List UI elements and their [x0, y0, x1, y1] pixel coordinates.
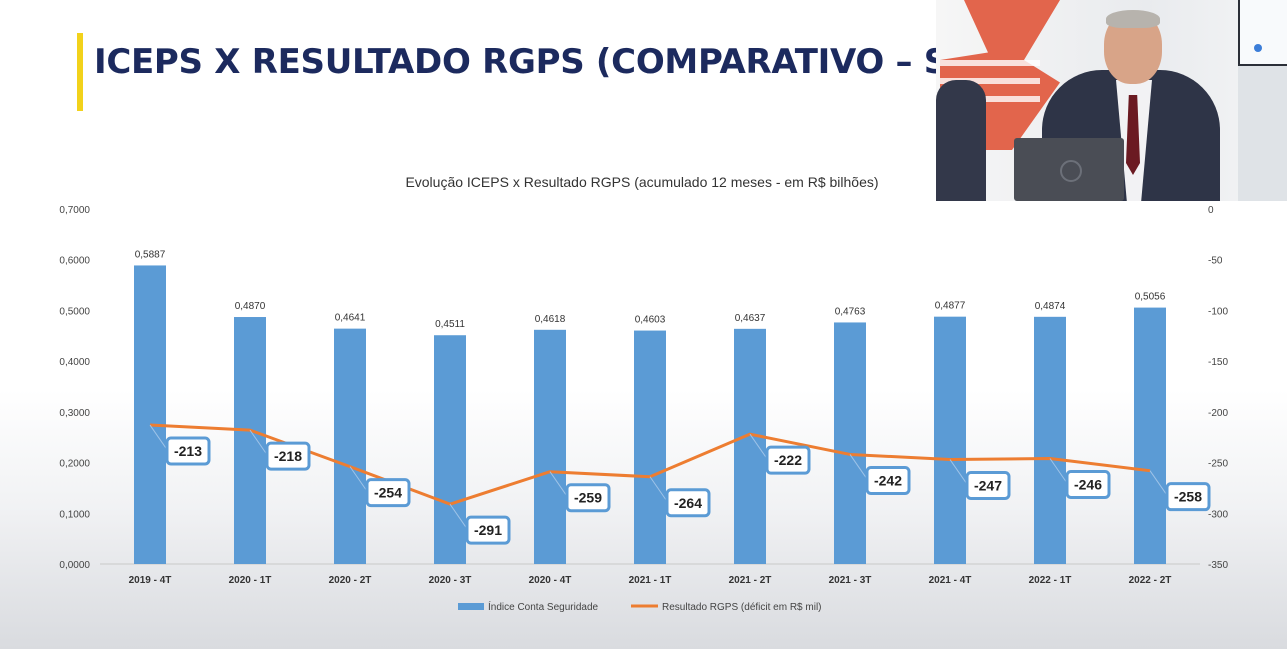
- callout-leader: [1149, 470, 1169, 497]
- bar-data-label: 0,4874: [1035, 301, 1066, 312]
- legend-swatch-bar: [458, 603, 484, 610]
- callout-leader: [149, 424, 169, 452]
- x-tick-label: 2020 - 3T: [429, 575, 472, 586]
- bar: [234, 317, 266, 564]
- y-right-tick-label: 0: [1208, 205, 1214, 216]
- bar-data-label: 0,4870: [235, 301, 266, 312]
- line-data-label: -291: [474, 522, 502, 538]
- y-right-tick-label: -250: [1208, 459, 1228, 470]
- y-left-tick-label: 0,2000: [59, 459, 90, 470]
- y-right-tick-label: -100: [1208, 306, 1228, 317]
- callout-leader: [949, 459, 969, 486]
- bar: [634, 330, 666, 564]
- legend-label-bar: Índice Conta Seguridade: [488, 600, 599, 613]
- callout-leader: [1049, 458, 1069, 485]
- line-data-label-box: [865, 465, 911, 495]
- y-left-tick-label: 0,6000: [59, 256, 90, 267]
- callout-leader: [749, 433, 769, 461]
- line-data-label: -247: [974, 478, 1002, 494]
- line-data-label-box: [165, 436, 211, 466]
- bar-data-label: 0,4603: [635, 315, 666, 326]
- bar-data-label: 0,5887: [135, 249, 166, 260]
- line-data-label: -258: [1174, 489, 1202, 505]
- x-tick-label: 2020 - 4T: [529, 575, 572, 586]
- y-left-tick-label: 0,3000: [59, 408, 90, 419]
- y-right-tick-label: -150: [1208, 357, 1228, 368]
- bar: [1034, 316, 1066, 564]
- callout-leader: [349, 466, 369, 493]
- x-tick-label: 2021 - 4T: [929, 575, 972, 586]
- bar: [134, 265, 166, 564]
- y-right-tick-label: -200: [1208, 408, 1228, 419]
- line-data-label-box: [965, 471, 1011, 501]
- x-tick-label: 2021 - 3T: [829, 575, 872, 586]
- y-right-tick-label: -50: [1208, 256, 1223, 267]
- bar: [834, 322, 866, 564]
- chart-title: Evolução ICEPS x Resultado RGPS (acumula…: [405, 174, 878, 190]
- y-left-tick-label: 0,7000: [59, 205, 90, 216]
- x-tick-label: 2020 - 1T: [229, 575, 272, 586]
- bar-data-label: 0,5056: [1135, 292, 1166, 303]
- line-data-label-box: [1065, 470, 1111, 500]
- line-data-label-box: [1165, 482, 1211, 512]
- bar-data-label: 0,4641: [335, 313, 366, 324]
- y-right-tick-label: -300: [1208, 509, 1228, 520]
- x-tick-label: 2022 - 1T: [1029, 575, 1072, 586]
- line-data-label: -254: [374, 485, 402, 501]
- line-data-label-box: [765, 445, 811, 475]
- y-left-tick-label: 0,1000: [59, 509, 90, 520]
- y-right-tick-label: -350: [1208, 560, 1228, 571]
- callout-leader: [849, 454, 869, 481]
- bar-data-label: 0,4877: [935, 301, 966, 312]
- bar: [334, 328, 366, 564]
- line-data-label: -264: [674, 495, 702, 511]
- slide-title: ICEPS X RESULTADO RGPS (COMPARATIVO – SÉ: [94, 42, 971, 82]
- line-data-label-box: [465, 515, 511, 545]
- y-left-tick-label: 0,5000: [59, 306, 90, 317]
- callout-leader: [549, 471, 569, 498]
- bar-data-label: 0,4637: [735, 313, 766, 324]
- bar: [434, 335, 466, 564]
- bar-data-label: 0,4511: [435, 319, 465, 330]
- bar-data-label: 0,4618: [535, 314, 566, 325]
- line-data-label-box: [265, 441, 311, 471]
- line-data-label: -259: [574, 490, 602, 506]
- line-data-label-box: [565, 483, 611, 513]
- line-data-label-box: [665, 488, 711, 518]
- legend-label-line: Resultado RGPS (déficit em R$ mil): [662, 602, 822, 613]
- y-left-tick-label: 0,4000: [59, 357, 90, 368]
- second-person: [936, 80, 986, 201]
- line-data-label: -246: [1074, 477, 1102, 493]
- callout-leader: [649, 476, 669, 504]
- x-tick-label: 2020 - 2T: [329, 575, 372, 586]
- bar: [534, 329, 566, 564]
- line-data-label: -222: [774, 452, 802, 468]
- line-data-label: -218: [274, 448, 302, 464]
- bar: [734, 328, 766, 564]
- callout-leader: [449, 503, 469, 531]
- bar-data-label: 0,4763: [835, 306, 866, 317]
- x-tick-label: 2021 - 2T: [729, 575, 772, 586]
- combo-chart: Evolução ICEPS x Resultado RGPS (acumula…: [59, 174, 1228, 613]
- x-tick-label: 2022 - 2T: [1129, 575, 1172, 586]
- monitor: [1238, 0, 1287, 66]
- x-tick-label: 2019 - 4T: [129, 575, 172, 586]
- line-data-label: -213: [174, 443, 202, 459]
- bar: [934, 316, 966, 564]
- title-accent-bar: [77, 33, 83, 111]
- y-left-tick-label: 0,0000: [59, 560, 90, 571]
- callout-leader: [249, 429, 269, 457]
- bar: [1134, 307, 1166, 564]
- speaker-video-overlay: [936, 0, 1287, 201]
- line-data-label-box: [365, 478, 411, 508]
- x-tick-label: 2021 - 1T: [629, 575, 672, 586]
- line-data-label: -242: [874, 472, 902, 488]
